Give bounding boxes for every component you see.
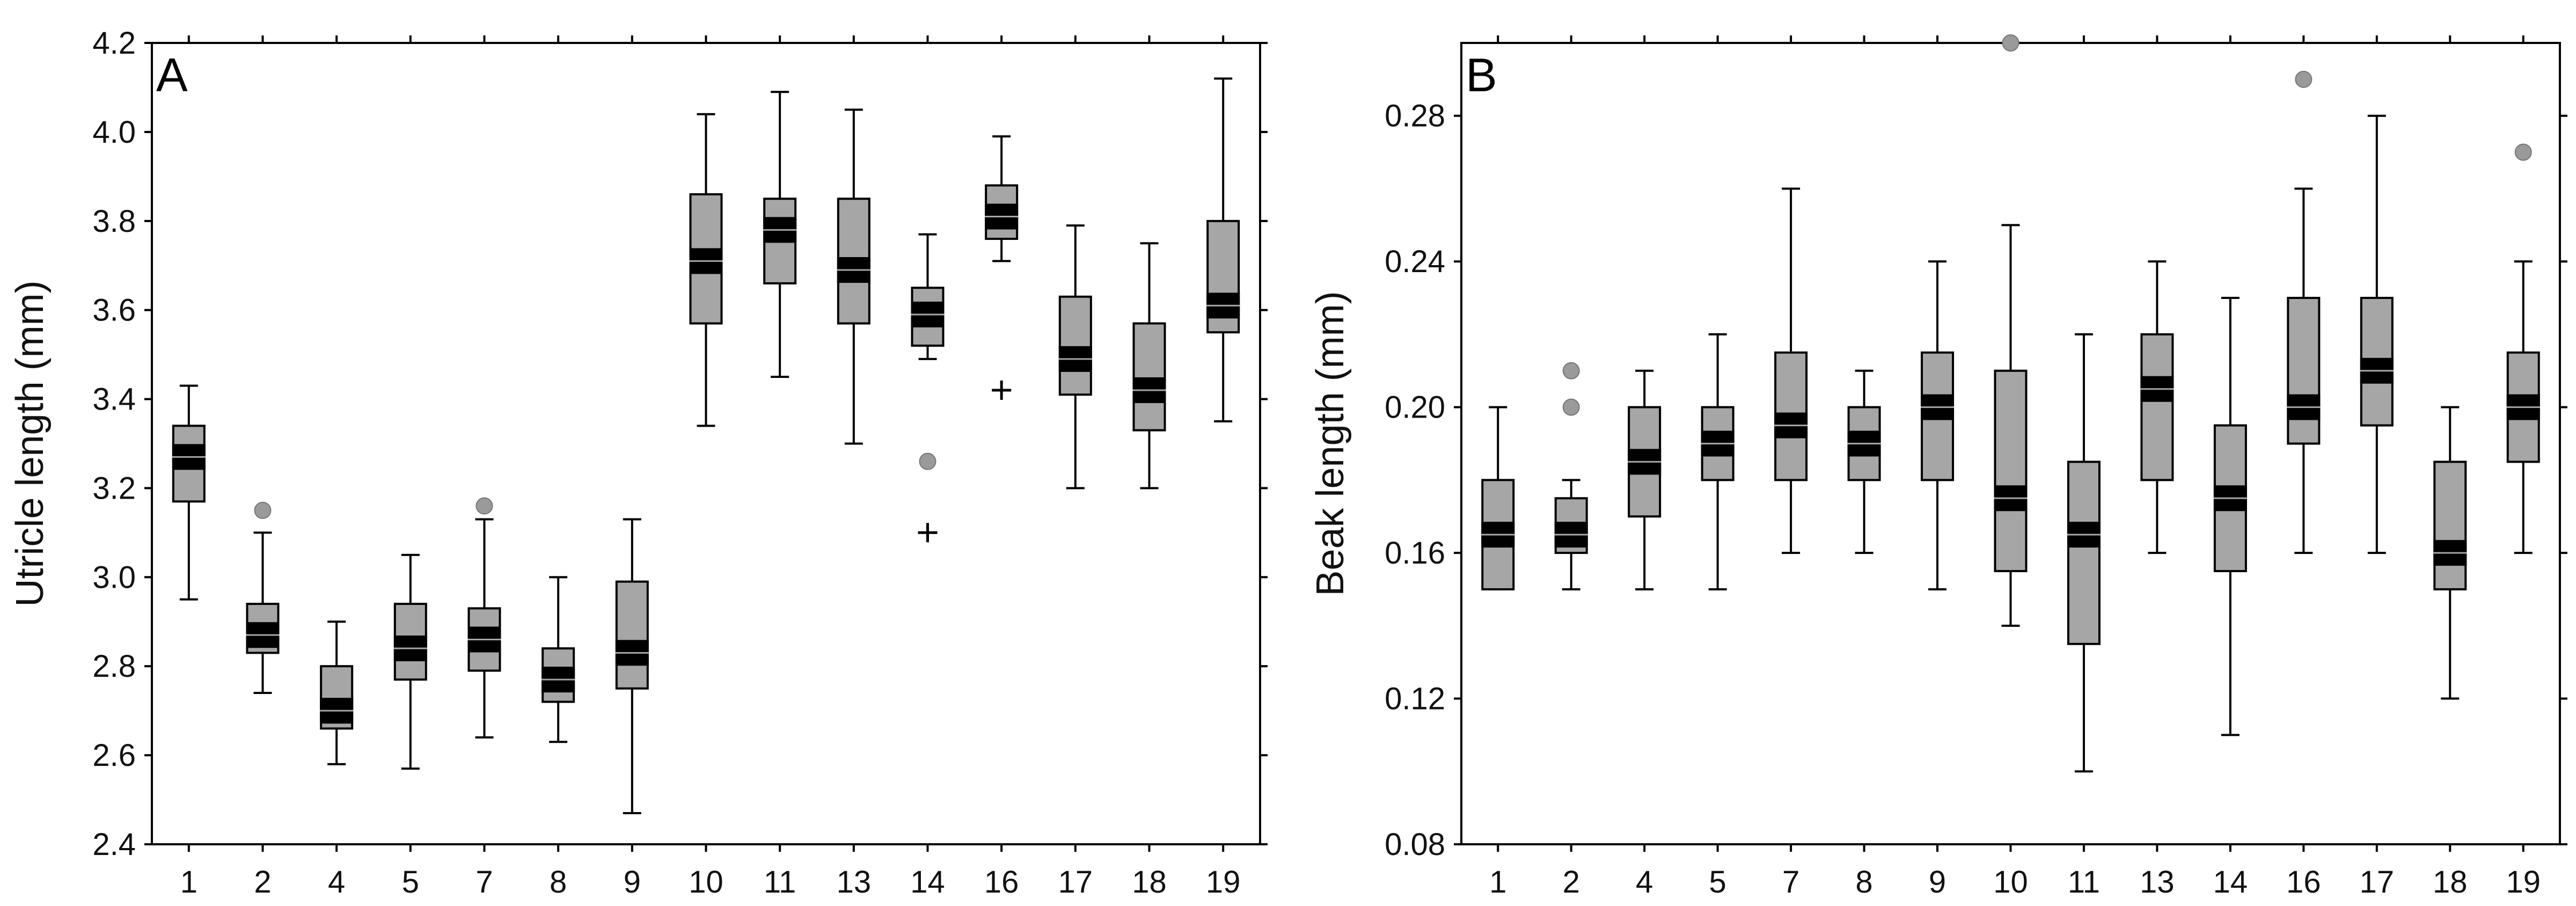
x-tick-label: 2 [1563, 865, 1580, 900]
box-14 [2213, 297, 2247, 736]
x-tick-label: 8 [550, 865, 567, 900]
outlier-point [1562, 362, 1580, 379]
box-13 [837, 108, 870, 445]
outlier-point [919, 452, 936, 470]
y-axis-title: Utricle length (mm) [9, 280, 52, 607]
iqr-box [2287, 297, 2321, 445]
x-tick-label: 7 [1782, 865, 1799, 900]
y-tick-label: 3.4 [92, 382, 136, 417]
x-tick-label: 7 [475, 865, 493, 900]
y-tick-label: 0.12 [1385, 682, 1445, 717]
x-tick-label: 5 [1709, 865, 1726, 900]
box-11 [763, 91, 797, 378]
x-tick-label: 14 [2213, 865, 2248, 900]
outlier-point [475, 497, 493, 515]
box-7 [467, 497, 501, 739]
x-tick-label: 1 [180, 865, 197, 900]
box-18 [2433, 406, 2467, 700]
y-tick-label: 0.08 [1385, 827, 1445, 862]
x-tick-label: 1 [1489, 865, 1506, 900]
x-tick-label: 18 [2433, 865, 2468, 900]
x-tick-label: 13 [837, 865, 872, 900]
box-1 [172, 384, 206, 601]
y-axis-title: Beak length (mm) [1309, 291, 1352, 596]
y-tick-label: 3.0 [92, 560, 136, 595]
box-8 [1847, 369, 1881, 554]
y-tick-label: 2.8 [92, 649, 136, 684]
box-16 [985, 135, 1019, 400]
y-tick-label: 3.8 [92, 204, 136, 239]
x-tick-label: 2 [254, 865, 271, 900]
x-tick-label: 11 [2068, 865, 2100, 900]
box-19 [1206, 77, 1240, 423]
y-tick-label: 3.2 [92, 471, 136, 506]
panel-letter: B [1466, 48, 1497, 101]
x-tick-label: 4 [1636, 865, 1653, 900]
x-tick-label: 16 [984, 865, 1019, 900]
box-11 [2067, 333, 2101, 773]
y-tick-label: 4.2 [92, 26, 136, 61]
panel-b: 0.08 0.12 0.16 0.20 0.24 0.28 1 2 4 5 7 8 9 10 11 13 14 1… [1309, 34, 2567, 900]
box-9 [615, 518, 649, 814]
x-tick-label: 18 [1132, 865, 1167, 900]
y-tick-label: 0.24 [1385, 244, 1445, 279]
x-tick-label: 10 [689, 865, 723, 900]
x-tick-label: 16 [2286, 865, 2321, 900]
outlier-point [1562, 398, 1580, 416]
box-9 [1921, 260, 1955, 590]
box-16 [2287, 70, 2321, 554]
box-4 [320, 620, 354, 765]
y-tick-label: 3.6 [92, 293, 136, 328]
iqr-box [2140, 333, 2174, 481]
box-4 [1628, 369, 1662, 590]
box-13 [2140, 260, 2174, 554]
y-tick-label: 4.0 [92, 115, 136, 150]
iqr-box [2067, 461, 2101, 645]
box-18 [1132, 242, 1166, 489]
box-17 [1058, 224, 1092, 489]
x-tick-label: 13 [2140, 865, 2175, 900]
box-14 [911, 233, 945, 543]
box-8 [541, 576, 575, 743]
box-2 [1554, 362, 1588, 590]
iqr-box [1058, 295, 1092, 396]
box-5 [1701, 333, 1735, 590]
panel-letter: A [156, 48, 188, 101]
y-tick-label: 0.28 [1385, 99, 1445, 134]
y-tick-label: 2.6 [92, 738, 136, 773]
x-tick-label: 19 [1206, 865, 1241, 900]
box-19 [2506, 143, 2540, 554]
box-17 [2360, 114, 2394, 554]
x-tick-label: 9 [624, 865, 641, 900]
outlier-point [2295, 70, 2312, 88]
y-tick-label: 0.16 [1385, 536, 1445, 571]
box-7 [1774, 187, 1808, 554]
y-tick-label: 2.4 [92, 827, 136, 862]
box-10 [689, 113, 723, 427]
x-tick-label: 17 [1058, 865, 1093, 900]
y-tick-label: 0.20 [1385, 390, 1445, 425]
box-2 [246, 501, 280, 694]
outlier-point [2002, 34, 2019, 52]
iqr-box [1132, 322, 1166, 432]
box-1 [1481, 406, 1515, 590]
x-tick-label: 19 [2506, 865, 2541, 900]
x-tick-label: 4 [328, 865, 345, 900]
x-tick-label: 14 [910, 865, 945, 900]
x-tick-label: 9 [1929, 865, 1946, 900]
x-tick-label: 8 [1855, 865, 1872, 900]
iqr-box [2433, 461, 2467, 590]
iqr-box [615, 580, 649, 690]
box-5 [393, 553, 427, 770]
outlier-point [254, 501, 272, 519]
x-tick-label: 10 [1993, 865, 2028, 900]
x-tick-label: 11 [764, 865, 796, 900]
x-tick-label: 17 [2360, 865, 2395, 900]
outlier-point [2514, 143, 2532, 161]
iqr-box [1994, 369, 2028, 573]
x-tick-label: 5 [402, 865, 419, 900]
box-10 [1994, 34, 2028, 627]
panel-a: 2.4 2.6 2.8 3.0 3.2 3.4 3.6 3.8 4.0 4.2 1 2 4 5 7 8 9 10 1… [9, 26, 1268, 900]
